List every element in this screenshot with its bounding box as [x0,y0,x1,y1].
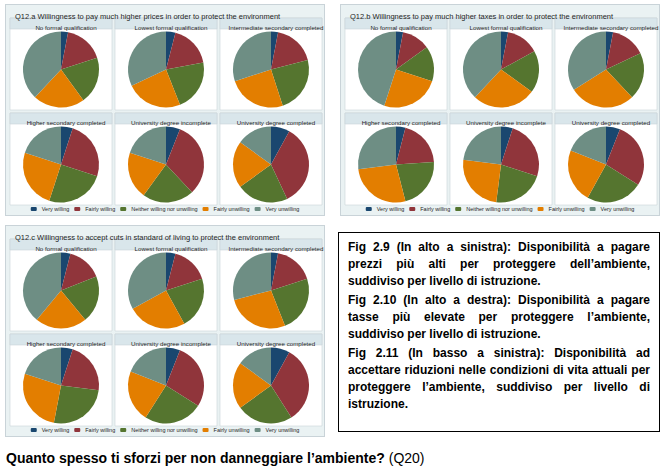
svg-text:Higher secondary completed: Higher secondary completed [362,119,441,126]
svg-text:Lowest formal qualification: Lowest formal qualification [135,245,208,252]
svg-text:University degree completed: University degree completed [237,340,316,347]
svg-text:Q12.a Willingness to pay much: Q12.a Willingness to pay much higher pri… [15,12,281,21]
html-text:Fig 2.9 (In alto a sinistra):: Fig 2.9 (In alto a sinistra): Disponibil… [348,240,650,288]
svg-text:University degree completed: University degree completed [237,119,316,126]
svg-text:No formal qualification: No formal qualification [370,24,432,31]
svg-text:Fairly unwilling: Fairly unwilling [214,427,250,433]
svg-text:Q12.c Willingness to accept cu: Q12.c Willingness to accept cuts in stan… [15,233,280,242]
svg-text:Very unwilling: Very unwilling [266,427,300,433]
svg-text:Neither willing nor unwilling: Neither willing nor unwilling [131,427,197,433]
svg-text:Fairly willing: Fairly willing [420,206,450,212]
svg-text:Intermediate secondary complet: Intermediate secondary completed [229,24,324,31]
svg-text:Very willing: Very willing [377,206,405,212]
svg-text:Lowest formal qualification: Lowest formal qualification [470,24,543,31]
svg-text:Fairly unwilling: Fairly unwilling [549,206,585,212]
svg-text:Very unwilling: Very unwilling [266,206,300,212]
svg-text:Intermediate secondary complet: Intermediate secondary completed [229,245,324,252]
svg-text:Higher secondary completed: Higher secondary completed [27,340,106,347]
svg-text:Fairly unwilling: Fairly unwilling [214,206,250,212]
svg-text:Neither willing nor unwilling: Neither willing nor unwilling [466,206,532,212]
svg-text:Very unwilling: Very unwilling [601,206,635,212]
svg-text:Q12.b Willingness to pay much: Q12.b Willingness to pay much higher tax… [350,12,614,21]
html-text:Fig 2.11 (In basso a sinistra): Fig 2.11 (In basso a sinistra): Disponib… [348,346,650,411]
svg-text:Lowest formal qualification: Lowest formal qualification [135,24,208,31]
svg-text:Fairly willing: Fairly willing [85,427,115,433]
svg-text:Very willing: Very willing [42,206,70,212]
svg-text:Fairly willing: Fairly willing [85,206,115,212]
svg-text:University degree completed: University degree completed [572,119,651,126]
svg-text:No formal qualification: No formal qualification [35,24,97,31]
svg-text:Intermediate secondary complet: Intermediate secondary completed [564,24,659,31]
html-text:Quanto spesso ti sforzi per no: Quanto spesso ti sforzi per non danneggi… [6,450,425,466]
svg-text:University degree incomplete: University degree incomplete [131,340,211,347]
html-text:Fig 2.10 (In alto a destra): D: Fig 2.10 (In alto a destra): Disponibili… [348,293,650,341]
svg-text:Higher secondary completed: Higher secondary completed [27,119,106,126]
svg-text:Very willing: Very willing [42,427,70,433]
svg-text:No formal qualification: No formal qualification [35,245,97,252]
svg-text:University degree incomplete: University degree incomplete [466,119,546,126]
svg-text:Neither willing nor unwilling: Neither willing nor unwilling [131,206,197,212]
svg-text:University degree incomplete: University degree incomplete [131,119,211,126]
